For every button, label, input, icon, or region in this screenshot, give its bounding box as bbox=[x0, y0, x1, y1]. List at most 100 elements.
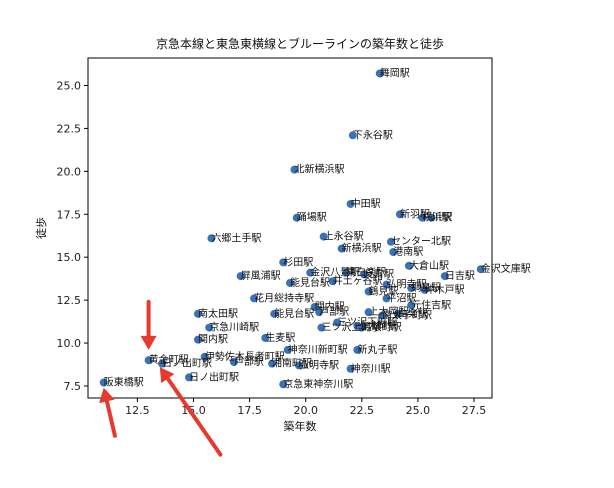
point-label: 京急東神奈川駅 bbox=[283, 377, 353, 390]
data-points bbox=[99, 69, 485, 389]
data-point bbox=[193, 335, 202, 344]
point-label: 神奈川駅 bbox=[351, 362, 391, 375]
data-point bbox=[346, 199, 355, 208]
y-axis-label: 徒歩 bbox=[34, 217, 48, 239]
data-point bbox=[382, 294, 391, 303]
point-label: 南太子町駅 bbox=[382, 309, 432, 322]
data-point bbox=[393, 309, 402, 318]
point-label: 横浜駅 bbox=[422, 211, 452, 224]
point-label: 舞岡駅 bbox=[380, 67, 410, 79]
data-point bbox=[207, 234, 216, 243]
y-tick-label: 10.0 bbox=[57, 337, 82, 350]
point-label: 新羽駅 bbox=[400, 207, 430, 220]
point-label: 白楽駅 bbox=[398, 307, 428, 320]
point-label: 三ツ沢上町駅 bbox=[321, 321, 381, 334]
data-point bbox=[283, 345, 292, 354]
point-label: 川駅 bbox=[431, 212, 451, 224]
point-label: 鶴見駅 bbox=[369, 285, 399, 298]
data-point bbox=[418, 213, 427, 222]
data-point bbox=[348, 131, 357, 140]
y-tick-label: 15.0 bbox=[57, 251, 82, 264]
point-label: 京急川崎駅 bbox=[209, 321, 259, 334]
y-tick-label: 12.5 bbox=[57, 294, 82, 307]
point-label: 踊場駅 bbox=[297, 211, 327, 224]
data-point bbox=[328, 277, 337, 286]
x-axis: 12.5 15.0 17.5 20.0 22.5 25.0 27.5 bbox=[125, 398, 486, 417]
point-label: 平沼駅 bbox=[387, 291, 417, 304]
data-point bbox=[353, 345, 362, 354]
data-point bbox=[342, 268, 351, 277]
point-label: 反町駅 bbox=[364, 268, 394, 280]
y-tick-label: 7.5 bbox=[64, 380, 82, 393]
data-point bbox=[319, 232, 328, 241]
data-point bbox=[315, 308, 324, 317]
point-label: 花月総持寺駅 bbox=[254, 291, 314, 304]
data-point bbox=[158, 359, 167, 368]
x-tick-label: 25.0 bbox=[406, 404, 431, 417]
point-label: 港南駅 bbox=[393, 245, 423, 258]
data-point bbox=[294, 361, 303, 370]
data-point bbox=[382, 280, 391, 289]
data-point bbox=[317, 323, 326, 332]
data-point bbox=[250, 294, 259, 303]
point-label: 能見台駅 bbox=[274, 307, 314, 320]
data-point bbox=[440, 272, 449, 281]
point-label: 日ノ出町駅 bbox=[189, 370, 239, 383]
data-point bbox=[333, 318, 342, 327]
arrow-shaft bbox=[165, 376, 223, 457]
arrow-shaft bbox=[104, 399, 117, 438]
data-point bbox=[407, 284, 416, 293]
point-label: 大倉山駅 bbox=[409, 259, 449, 272]
y-tick-label: 25.0 bbox=[57, 79, 82, 92]
data-point bbox=[404, 261, 413, 270]
data-point bbox=[407, 301, 416, 310]
data-point bbox=[236, 272, 245, 281]
point-label: 綱島駅 bbox=[411, 281, 441, 294]
point-label: 上永谷駅 bbox=[324, 230, 364, 243]
y-axis: 7.5 10.0 12.5 15.0 17.5 20.0 22.5 25.0 bbox=[57, 79, 88, 393]
point-label: 下永谷駅 bbox=[353, 128, 393, 141]
data-point bbox=[395, 210, 404, 219]
point-label: 南太田駅 bbox=[198, 307, 238, 320]
plot-area bbox=[87, 57, 493, 399]
point-label: 井土ヶ谷駅 bbox=[333, 274, 383, 287]
data-point bbox=[193, 309, 202, 318]
data-point bbox=[185, 373, 193, 382]
data-point bbox=[310, 302, 319, 311]
point-label: 東白楽駅 bbox=[346, 266, 386, 279]
data-point bbox=[389, 248, 398, 257]
data-point bbox=[357, 323, 366, 332]
point-label: 金沢文庫駅 bbox=[481, 262, 531, 275]
point-label: 日吉駅 bbox=[445, 270, 475, 282]
data-point bbox=[279, 380, 288, 389]
data-point bbox=[346, 364, 355, 373]
data-point bbox=[476, 265, 485, 274]
data-point bbox=[306, 268, 315, 277]
point-label: センター北駅 bbox=[391, 236, 451, 248]
point-label: 湘南町駅 bbox=[272, 357, 312, 370]
data-point bbox=[286, 278, 294, 287]
data-point bbox=[290, 165, 299, 174]
point-label: 戸部駅 bbox=[234, 355, 264, 368]
data-point bbox=[387, 237, 395, 246]
arrow-head bbox=[159, 367, 175, 384]
data-point bbox=[205, 323, 214, 332]
x-axis-label: 築年数 bbox=[284, 419, 317, 433]
x-tick-label: 12.5 bbox=[125, 404, 150, 417]
x-tick-label: 17.5 bbox=[237, 404, 262, 417]
point-label: 中田駅 bbox=[351, 197, 381, 210]
data-point bbox=[268, 359, 277, 368]
arrow-head bbox=[140, 335, 157, 350]
x-tick-label: 20.0 bbox=[293, 404, 318, 417]
data-point bbox=[378, 311, 387, 320]
point-label: 弘明寺駅 bbox=[387, 279, 427, 291]
point-label: 杉田駅 bbox=[283, 255, 313, 268]
point-label: 関内駅 bbox=[198, 333, 228, 346]
point-label: 能見台駅 bbox=[290, 276, 330, 289]
y-tick-label: 17.5 bbox=[57, 208, 82, 221]
data-point bbox=[364, 287, 373, 296]
point-label: 新横浜駅 bbox=[342, 242, 382, 255]
point-label: 金沢八景駅 bbox=[310, 266, 360, 279]
x-tick-label: 27.5 bbox=[462, 404, 487, 417]
point-label: 仲木戸駅 bbox=[425, 283, 465, 296]
